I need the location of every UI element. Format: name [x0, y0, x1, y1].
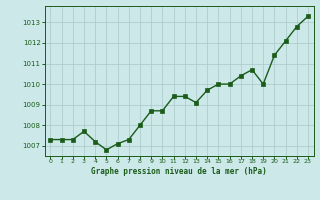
X-axis label: Graphe pression niveau de la mer (hPa): Graphe pression niveau de la mer (hPa)	[91, 167, 267, 176]
